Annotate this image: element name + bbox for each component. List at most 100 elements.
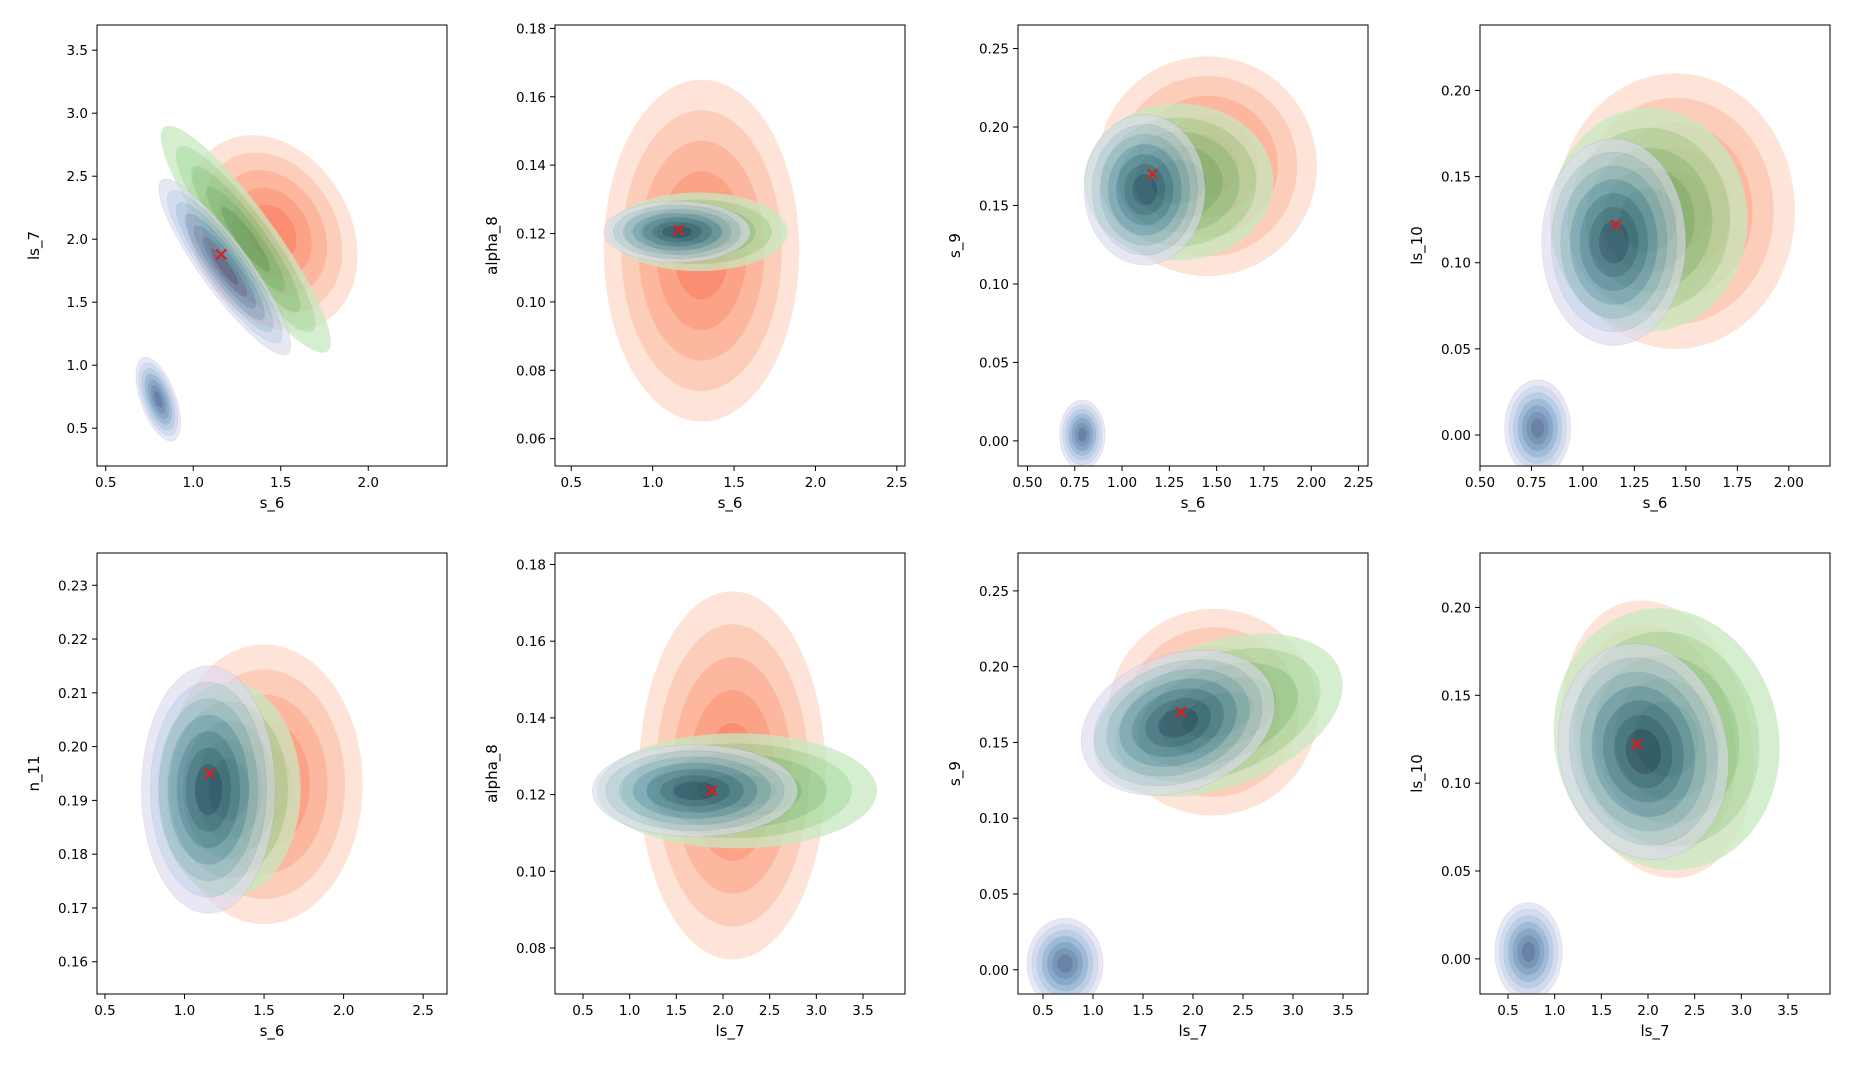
x-tick-label: 1.25 [1619, 475, 1649, 491]
y-tick-label: 0.10 [1441, 256, 1471, 272]
blue-density-level [1598, 219, 1630, 265]
blue-density-level [672, 780, 718, 801]
x-tick-label: 1.0 [1082, 1003, 1103, 1019]
y-tick-label: 0.08 [516, 363, 546, 379]
true-value-marker [1610, 219, 1622, 231]
axes-frame [96, 552, 448, 995]
y-tick-label: 3.0 [67, 106, 88, 122]
x-tick-label: 1.5 [253, 1003, 274, 1019]
y-tick-label: 0.05 [1441, 342, 1471, 358]
plot-area [603, 79, 800, 422]
x-tick-label: 2.0 [358, 475, 379, 491]
x-tick-label: 2.0 [805, 475, 826, 491]
y-tick-label: 0.20 [1441, 600, 1471, 616]
panel-5: 0.5 1.0 1.5 2.0 2.5 0.16 0.17 0.18 0.19 0.20 0.21 0… [25, 552, 448, 1041]
y-tick-label: 0.08 [516, 941, 546, 957]
y-tick-label: 0.14 [516, 158, 546, 174]
y-tick-label: 0.16 [516, 634, 546, 650]
true-value-marker [706, 785, 718, 797]
blue-density [1080, 649, 1276, 796]
axes-frame [554, 552, 906, 995]
plot-area [1059, 56, 1317, 466]
x-axis-label: s_6 [1643, 494, 1668, 513]
axes-frame [96, 24, 448, 467]
x-axis-label: s_6 [718, 494, 743, 513]
y-tick-label: 0.00 [1441, 952, 1471, 968]
x-tick-label: 0.50 [1012, 475, 1042, 491]
true-value-marker [673, 224, 685, 236]
x-tick-label: 0.5 [1497, 1003, 1518, 1019]
x-tick-label: 2.00 [1296, 475, 1326, 491]
y-tick-label: 0.00 [1441, 428, 1471, 444]
x-tick-label: 1.0 [174, 1003, 195, 1019]
true-value-marker [1146, 168, 1159, 180]
y-axis-label: ls_10 [1408, 226, 1427, 265]
x-tick-label: 2.5 [886, 475, 907, 491]
x-axis-label: s_6 [260, 494, 285, 513]
panel-7: 0.5 1.0 1.5 2.0 2.5 3.0 3.5 0.00 0.05 0.10 0.15 0.2… [946, 552, 1369, 1041]
blue-density [158, 178, 292, 356]
y-tick-label: 1.0 [67, 358, 88, 374]
y-tick-label: 0.5 [67, 421, 88, 437]
y-tick-label: 0.10 [979, 811, 1009, 827]
axes-frame [554, 24, 906, 467]
true-value-marker [1175, 706, 1187, 718]
blue-density-level [1056, 953, 1074, 974]
blue-density-level [1077, 426, 1088, 443]
x-tick-label: 0.5 [572, 1003, 593, 1019]
panel-2: 0.5 1.0 1.5 2.0 2.5 0.06 0.08 0.10 0.12 0.14 0.16 0… [483, 21, 908, 513]
y-tick-label: 0.15 [1441, 688, 1471, 704]
blue-density-level [1624, 728, 1662, 775]
panel-1: 0.5 1.0 1.5 2.0 0.5 1.0 1.5 2.0 2.5 3.0 3.5 s_6 ls_7 [25, 24, 448, 513]
blue-density-level [193, 763, 223, 817]
y-tick-label: 0.10 [1441, 776, 1471, 792]
x-tick-label: 2.5 [1684, 1003, 1705, 1019]
blue-density [1557, 643, 1729, 860]
plot-area [141, 644, 363, 925]
x-tick-label: 1.5 [1591, 1003, 1612, 1019]
x-tick-label: 3.0 [1731, 1003, 1752, 1019]
x-tick-label: 3.5 [1332, 1003, 1353, 1019]
y-tick-label: 0.16 [516, 90, 546, 106]
x-tick-label: 2.25 [1344, 475, 1374, 491]
panel-8: 0.5 1.0 1.5 2.0 2.5 3.0 3.5 0.00 0.05 0.10 0.15 0.2… [1408, 552, 1831, 1041]
x-tick-label: 3.0 [1282, 1003, 1303, 1019]
x-tick-label: 1.5 [1132, 1003, 1153, 1019]
x-tick-label: 1.75 [1249, 475, 1279, 491]
y-tick-label: 0.18 [58, 847, 88, 863]
blue-density [1494, 902, 1563, 994]
x-tick-label: 2.5 [759, 1003, 780, 1019]
x-tick-label: 0.5 [94, 1003, 115, 1019]
y-tick-label: 0.05 [979, 355, 1009, 371]
y-tick-label: 0.15 [979, 735, 1009, 751]
y-tick-label: 0.21 [58, 686, 88, 702]
y-tick-label: 0.12 [516, 788, 546, 804]
y-tick-label: 0.18 [516, 21, 546, 37]
y-tick-label: 0.15 [979, 198, 1009, 214]
y-tick-label: 0.17 [58, 901, 88, 917]
blue-density-level [1131, 173, 1158, 207]
blue-density-level [1530, 417, 1545, 439]
y-axis-label: ls_10 [1408, 754, 1427, 793]
blue-density [1083, 114, 1206, 266]
y-tick-label: 0.25 [979, 584, 1009, 600]
y-tick-label: 0.00 [979, 963, 1009, 979]
axes-frame [1017, 24, 1369, 467]
y-tick-label: 0.10 [516, 295, 546, 311]
blue-density [141, 665, 276, 914]
blue-density [1504, 379, 1571, 466]
x-tick-label: 0.5 [1032, 1003, 1053, 1019]
plot-area [1504, 73, 1795, 466]
x-tick-label: 0.75 [1516, 475, 1546, 491]
x-tick-label: 1.00 [1568, 475, 1598, 491]
x-tick-label: 0.75 [1060, 475, 1090, 491]
blue-density-level [1157, 707, 1199, 739]
x-tick-label: 1.00 [1107, 475, 1137, 491]
x-tick-label: 1.75 [1722, 475, 1752, 491]
blue-density [591, 744, 799, 838]
panel-3: 0.50 0.75 1.00 1.25 1.50 1.75 2.00 2.25 0.00 0.05… [946, 24, 1374, 513]
x-axis-label: ls_7 [715, 1022, 744, 1041]
y-tick-label: 0.14 [516, 711, 546, 727]
x-tick-label: 1.5 [723, 475, 744, 491]
